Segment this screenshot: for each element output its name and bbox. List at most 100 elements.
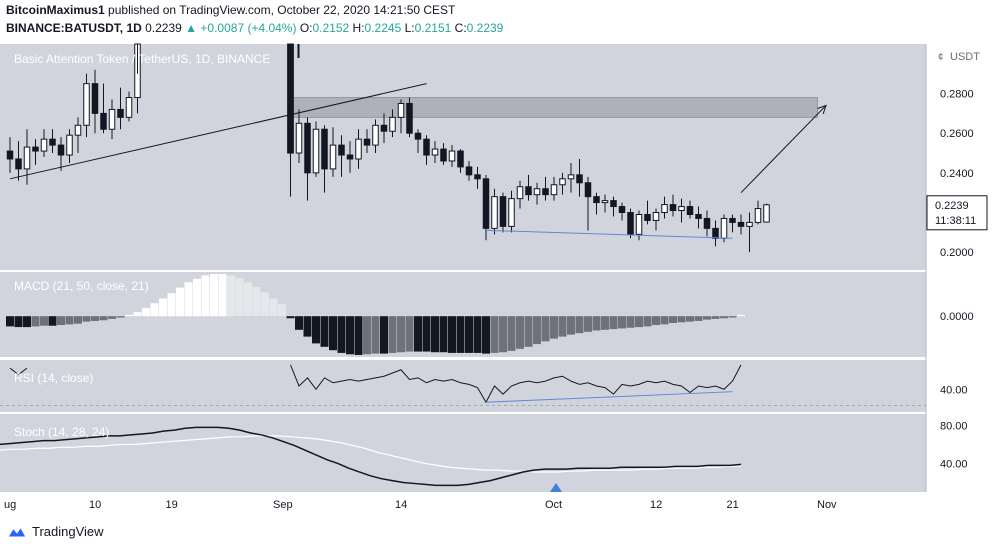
- candle-5: [49, 129, 56, 154]
- candle-50: [431, 141, 439, 163]
- rsi-tick-label: 40.00: [940, 384, 968, 396]
- resistance-zone: [290, 97, 818, 118]
- macd-bar-34: [295, 316, 303, 330]
- macd-bar-71: [609, 316, 618, 330]
- macd-bar-12: [108, 316, 116, 319]
- macd-bar-69: [592, 316, 601, 331]
- macd-bar-48: [414, 316, 422, 352]
- macd-tick-label: 0.0000: [940, 311, 974, 323]
- candle-body: [321, 128, 328, 170]
- candle-46: [397, 99, 405, 134]
- open-value: 0.2152: [312, 21, 350, 35]
- macd-bar-33: [286, 316, 295, 319]
- candle-56: [482, 174, 490, 241]
- chart-canvas[interactable]: Basic Attention Token / TetherUS, 1D, BI…: [0, 40, 999, 516]
- time-tick-label: Oct: [545, 499, 562, 511]
- candle-body: [312, 128, 320, 174]
- time-tick-label: 19: [166, 499, 178, 511]
- candle-body: [91, 83, 99, 114]
- macd-bar-7: [65, 316, 74, 325]
- macd-bar-53: [456, 316, 465, 353]
- time-tick-label: Sep: [273, 499, 293, 511]
- candle-body: [406, 102, 413, 134]
- price-change: +0.0087 (+4.04%): [200, 21, 297, 35]
- stoch-tick-label: 40.00: [940, 458, 968, 470]
- candle-68: [584, 176, 592, 231]
- candle-60: [516, 180, 524, 209]
- macd-bar-43: [371, 316, 380, 354]
- pane-stoch-background: [0, 414, 926, 492]
- candle-79: [678, 198, 685, 223]
- symbol-name: BINANCE:BATUSDT, 1D: [6, 21, 142, 35]
- candle-body: [610, 200, 617, 208]
- macd-bar-81: [694, 316, 703, 321]
- candle-body: [652, 212, 660, 221]
- candle-body: [465, 166, 473, 176]
- candle-body: [40, 138, 48, 152]
- candle-body: [15, 158, 22, 170]
- candle-body: [593, 196, 600, 204]
- macd-bar-50: [431, 316, 439, 353]
- macd-bar-78: [669, 316, 677, 323]
- time-tick-label: 10: [89, 499, 101, 511]
- macd-bar-59: [507, 316, 516, 351]
- author-name[interactable]: BitcoinMaximus1: [6, 3, 105, 17]
- candle-body: [720, 217, 728, 239]
- macd-bar-75: [643, 316, 652, 327]
- candle-83: [712, 220, 719, 247]
- macd-bar-39: [337, 316, 346, 353]
- candle-body: [117, 108, 124, 118]
- macd-bar-25: [218, 274, 227, 317]
- macd-bar-16: [142, 308, 150, 317]
- candle-1: [15, 141, 22, 181]
- macd-bar-5: [48, 316, 57, 326]
- macd-bar-83: [711, 316, 720, 319]
- candle-12: [108, 99, 116, 140]
- candle-body: [66, 134, 73, 156]
- candle-35: [304, 117, 311, 201]
- candle-body: [482, 178, 490, 229]
- candle-85: [729, 214, 736, 233]
- candle-body: [644, 213, 651, 221]
- candle-body: [414, 132, 422, 140]
- change-arrow-icon: ▲: [185, 21, 198, 35]
- candle-47: [406, 97, 413, 138]
- close-value: 0.2239: [466, 21, 504, 35]
- macd-bar-61: [524, 316, 533, 347]
- macd-bar-60: [516, 316, 524, 349]
- price-tick-label: 0.2600: [940, 128, 974, 140]
- candle-67: [576, 158, 583, 197]
- candle-body: [567, 174, 575, 180]
- candle-body: [448, 150, 456, 162]
- time-tick-label: 14: [395, 499, 407, 511]
- rsi-line-segment-1: [290, 364, 742, 404]
- tradingview-logo-icon: [8, 527, 26, 536]
- candle-51: [440, 143, 447, 165]
- candle-55: [474, 166, 481, 189]
- macd-bar-3: [31, 316, 40, 327]
- candle-body: [516, 186, 524, 200]
- macd-pane-title: MACD (21, 50, close, 21): [14, 279, 149, 293]
- macd-bar-29: [252, 286, 261, 317]
- countdown-label: 11:38:11: [935, 215, 976, 227]
- macd-bar-40: [346, 316, 354, 355]
- footer-brand[interactable]: TradingView: [32, 524, 104, 539]
- candle-body: [491, 196, 498, 229]
- macd-bar-42: [363, 316, 371, 355]
- candle-body: [533, 188, 541, 196]
- candle-36: [312, 121, 320, 177]
- candle-81: [695, 206, 702, 229]
- candle-73: [627, 208, 634, 239]
- last-price-label: 0.2239: [935, 200, 969, 212]
- candle-body: [49, 138, 56, 146]
- candle-body: [525, 186, 532, 196]
- candle-11: [100, 83, 107, 134]
- macd-bar-27: [235, 278, 244, 317]
- candle-body: [440, 148, 447, 162]
- candle-13: [117, 87, 124, 130]
- macd-bar-0: [6, 316, 14, 327]
- candle-88: [754, 200, 762, 225]
- macd-bar-77: [660, 316, 669, 325]
- candle-body: [559, 178, 566, 186]
- candle-43: [372, 119, 379, 154]
